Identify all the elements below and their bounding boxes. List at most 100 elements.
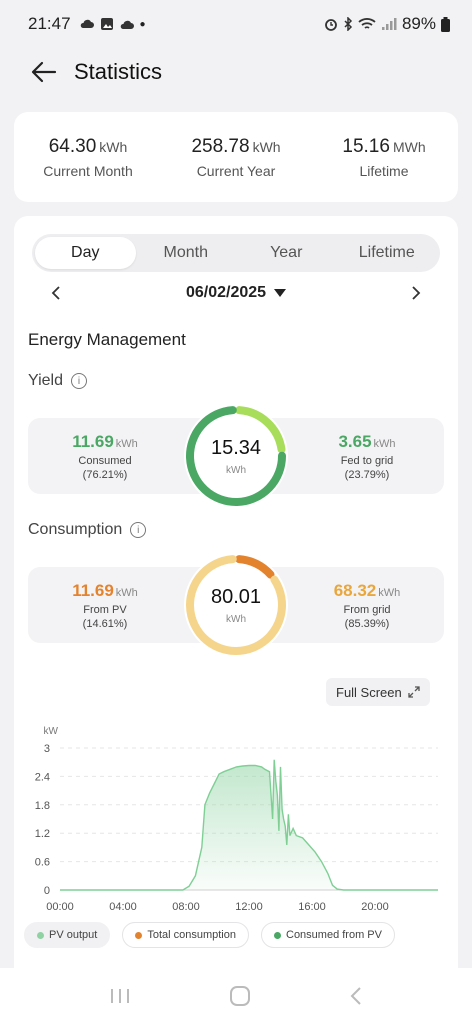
chevron-right-icon — [412, 286, 421, 300]
info-icon[interactable]: i — [130, 522, 147, 538]
legend-dot — [274, 931, 281, 939]
back-button[interactable] — [24, 52, 64, 92]
from-grid-label: From grid — [343, 603, 391, 616]
summary-unit: kWh — [252, 138, 281, 155]
tab-month[interactable]: Month — [163, 244, 208, 261]
gallery-icon — [100, 18, 113, 30]
yield-total: 15.34 — [210, 436, 262, 459]
pv-output-line — [60, 759, 438, 891]
consumption-ring: 80.01 kWh — [184, 553, 288, 657]
summary-value: 258.78 — [191, 135, 250, 157]
fed-to-grid-value: 3.65 — [338, 431, 372, 451]
from-pv-label: From PV — [83, 603, 127, 616]
legend-total-consumption[interactable]: Total consumption — [122, 922, 249, 948]
home-button[interactable] — [229, 985, 251, 1007]
status-bar: 21:47 ● 89% — [0, 0, 472, 48]
recent-apps-button[interactable] — [109, 987, 131, 1005]
summary-unit: MWh — [392, 138, 426, 155]
expand-icon — [408, 686, 420, 698]
consumption-from-grid: 68.32 kWh From grid (85.39%) — [292, 567, 442, 643]
summary-current-month: 64.30 kWh Current Month — [14, 112, 162, 202]
power-chart: kW 0 0.6 1.2 1.8 2.4 3 00:00 04:00 08:00 12:00 16:0… — [35, 726, 438, 913]
date-picker[interactable]: 06/02/2025 — [185, 284, 287, 302]
back-nav-button[interactable] — [349, 986, 363, 1006]
yield-ring-chart — [184, 404, 288, 508]
fed-to-grid-percent: (23.79%) — [344, 468, 390, 481]
from-pv-percent: (14.61%) — [82, 617, 128, 630]
yield-ring: 15.34 kWh — [184, 404, 288, 508]
consumption-ring-chart — [184, 553, 288, 657]
x-tick-label: 00:00 — [46, 901, 74, 913]
chevron-left-icon — [51, 286, 60, 300]
consumed-arc — [186, 406, 286, 506]
consumption-total: 80.01 — [210, 585, 262, 608]
summary-label: Current Month — [43, 162, 133, 179]
y-tick-label: 1.2 — [35, 828, 50, 840]
yield-label: Yield — [28, 372, 63, 389]
caret-down-icon — [274, 289, 287, 297]
y-axis-label: kW — [44, 726, 59, 737]
full-screen-label: Full Screen — [336, 684, 402, 700]
x-tick-label: 12:00 — [235, 901, 263, 913]
weather-icon — [80, 19, 94, 28]
from-pv-unit: kWh — [115, 586, 138, 599]
info-icon[interactable]: i — [70, 373, 87, 389]
battery-icon — [441, 16, 450, 32]
pv-output-area — [60, 759, 438, 890]
arrow-left-icon — [31, 61, 57, 83]
next-date-button[interactable] — [406, 283, 426, 303]
consumption-total-unit: kWh — [226, 613, 246, 625]
from-grid-value: 68.32 — [333, 580, 377, 600]
consumed-value: 11.69 — [72, 431, 114, 451]
fed-to-grid-label: Fed to grid — [340, 454, 394, 467]
consumption-from-pv: 11.69 kWh From PV (14.61%) — [30, 567, 180, 643]
legend-label: Total consumption — [147, 929, 236, 941]
from-pv-arc — [235, 555, 275, 579]
selected-date: 06/02/2025 — [185, 284, 267, 301]
legend-pv-output[interactable]: PV output — [24, 922, 111, 948]
tab-year[interactable]: Year — [270, 244, 303, 261]
energy-management-title: Energy Management — [28, 330, 186, 349]
summary-unit: kWh — [99, 138, 128, 155]
summary-card: 64.30 kWh Current Month 258.78 kWh Current… — [14, 112, 458, 202]
consumed-unit: kWh — [115, 437, 138, 450]
x-tick-label: 20:00 — [361, 901, 389, 913]
yield-consumed: 11.69 kWh Consumed (76.21%) — [30, 418, 180, 494]
y-tick-label: 0 — [44, 885, 50, 897]
yield-title: Yield i — [28, 372, 87, 390]
consumption-title: Consumption i — [28, 521, 147, 539]
summary-value: 64.30 — [48, 135, 97, 157]
legend-dot — [37, 931, 44, 939]
full-screen-button[interactable]: Full Screen — [326, 678, 430, 706]
summary-label: Lifetime — [359, 162, 409, 179]
notification-icons: ● — [79, 17, 146, 31]
legend-label: PV output — [49, 929, 98, 941]
y-tick-label: 1.8 — [35, 800, 50, 812]
battery-percent: 89% — [401, 14, 436, 33]
yield-total-unit: kWh — [226, 464, 246, 476]
statistics-card: Day Month Year Lifetime 06/02/2025 Energ… — [14, 216, 458, 976]
x-tick-label: 08:00 — [172, 901, 200, 913]
summary-label: Current Year — [196, 162, 276, 179]
legend-consumed-from-pv[interactable]: Consumed from PV — [261, 922, 395, 948]
summary-value: 15.16 — [342, 135, 390, 157]
tab-day[interactable]: Day — [35, 237, 136, 269]
bluetooth-icon — [344, 17, 353, 31]
tab-lifetime[interactable]: Lifetime — [358, 244, 415, 261]
wifi-icon — [358, 18, 376, 29]
y-tick-label: 0.6 — [35, 857, 50, 869]
previous-date-button[interactable] — [46, 283, 66, 303]
system-navigation-bar — [0, 968, 472, 1024]
page-title: Statistics — [74, 59, 163, 84]
period-tabs: Day Month Year Lifetime — [32, 234, 440, 272]
more-dot-icon: ● — [139, 18, 146, 30]
cloud-icon — [120, 20, 134, 29]
consumed-label: Consumed — [78, 454, 132, 467]
x-tick-label: 04:00 — [109, 901, 137, 913]
x-tick-label: 16:00 — [298, 901, 326, 913]
legend-label: Consumed from PV — [286, 929, 382, 941]
date-selector: 06/02/2025 — [32, 276, 440, 310]
app-header: Statistics — [0, 48, 472, 96]
alarm-icon — [325, 19, 337, 31]
chart-legend: PV output Total consumption Consumed fro… — [24, 922, 444, 948]
